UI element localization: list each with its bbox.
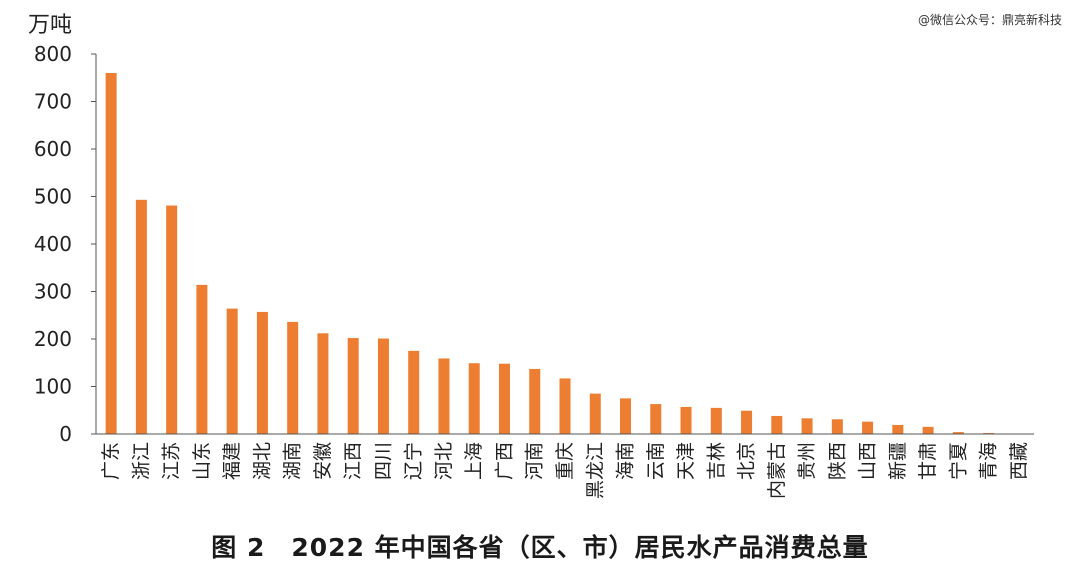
bar (408, 350, 420, 434)
x-tick-label: 浙江 (130, 442, 152, 480)
y-tick-label: 200 (34, 327, 72, 351)
y-tick-label: 700 (34, 90, 72, 114)
bars (105, 73, 995, 434)
x-tick-label: 江西 (342, 442, 364, 480)
bar (226, 308, 238, 434)
x-tick-label: 福建 (221, 442, 243, 480)
bar (317, 333, 329, 434)
x-tick-label: 宁夏 (947, 442, 969, 480)
x-tick-label: 河南 (524, 442, 546, 480)
x-tick-label: 辽宁 (403, 442, 425, 480)
bar (801, 418, 813, 434)
x-tick-label: 湖南 (282, 442, 304, 480)
bar (771, 415, 783, 434)
bar (256, 311, 268, 434)
x-tick-label: 贵州 (796, 442, 818, 480)
bar (166, 205, 178, 434)
bar (529, 368, 541, 434)
x-tick-label: 云南 (645, 442, 667, 480)
bar (952, 432, 964, 434)
y-tick-label: 800 (34, 42, 72, 66)
x-tick-label: 江苏 (161, 442, 183, 480)
bar (680, 406, 692, 434)
x-tick-label: 上海 (463, 442, 485, 480)
y-tick-label: 0 (59, 422, 72, 446)
y-axis-unit-label: 万吨 (28, 13, 72, 38)
watermark: @微信公众号：鼎亮新科技 (918, 12, 1062, 27)
x-tick-label: 内蒙古 (766, 442, 788, 499)
y-axis: 0 100 200 300 400 500 600 700 800 (34, 42, 96, 446)
x-tick-label: 重庆 (554, 442, 576, 480)
x-tick-label: 山西 (857, 442, 879, 480)
x-tick-label: 天津 (675, 442, 697, 480)
bar (438, 358, 450, 434)
x-tick-label: 青海 (978, 442, 1000, 480)
bar (347, 338, 359, 434)
x-tick-label: 海南 (615, 442, 637, 480)
bar (892, 424, 904, 434)
bar (559, 378, 571, 434)
x-tick-label: 四川 (372, 442, 394, 480)
x-tick-label: 湖北 (251, 442, 273, 480)
bar (831, 419, 843, 434)
x-tick-label: 北京 (736, 442, 758, 480)
bar (498, 363, 510, 434)
x-tick-label: 广西 (493, 442, 515, 480)
bar (620, 398, 632, 434)
x-tick-label: 黑龙江 (584, 442, 606, 499)
y-tick-label: 400 (34, 232, 72, 256)
y-tick-label: 500 (34, 185, 72, 209)
bar (922, 426, 934, 434)
x-tick-label: 西藏 (1008, 442, 1030, 480)
x-tick-label: 安徽 (312, 442, 334, 480)
y-tick-label: 600 (34, 137, 72, 161)
bar (287, 321, 299, 434)
bar (589, 393, 601, 434)
bar (710, 407, 722, 434)
x-tick-label: 河北 (433, 442, 455, 480)
figure-caption: 图 2 2022 年中国各省（区、市）居民水产品消费总量 (211, 533, 869, 562)
bar (196, 284, 208, 434)
x-axis: 广东 浙江 江苏 山东 福建 湖北 湖南 安徽 江西 四川 辽宁 河北 上海 广西 河南 重庆 黑龙江 海南 云南天… (100, 442, 1030, 499)
x-tick-label: 甘肃 (917, 442, 939, 480)
x-tick-label: 陕西 (826, 442, 848, 480)
bar (377, 338, 389, 434)
y-tick-label: 300 (34, 280, 72, 304)
x-tick-label: 吉林 (705, 442, 727, 480)
y-tick-label: 100 (34, 375, 72, 399)
x-tick-label: 广东 (100, 442, 122, 480)
x-tick-label: 山东 (191, 442, 213, 480)
bar (862, 421, 874, 434)
x-tick-label: 新疆 (887, 442, 909, 480)
bar (135, 199, 147, 434)
bar (741, 410, 753, 434)
bar (468, 363, 480, 434)
bar (105, 73, 117, 434)
bar (650, 404, 662, 434)
